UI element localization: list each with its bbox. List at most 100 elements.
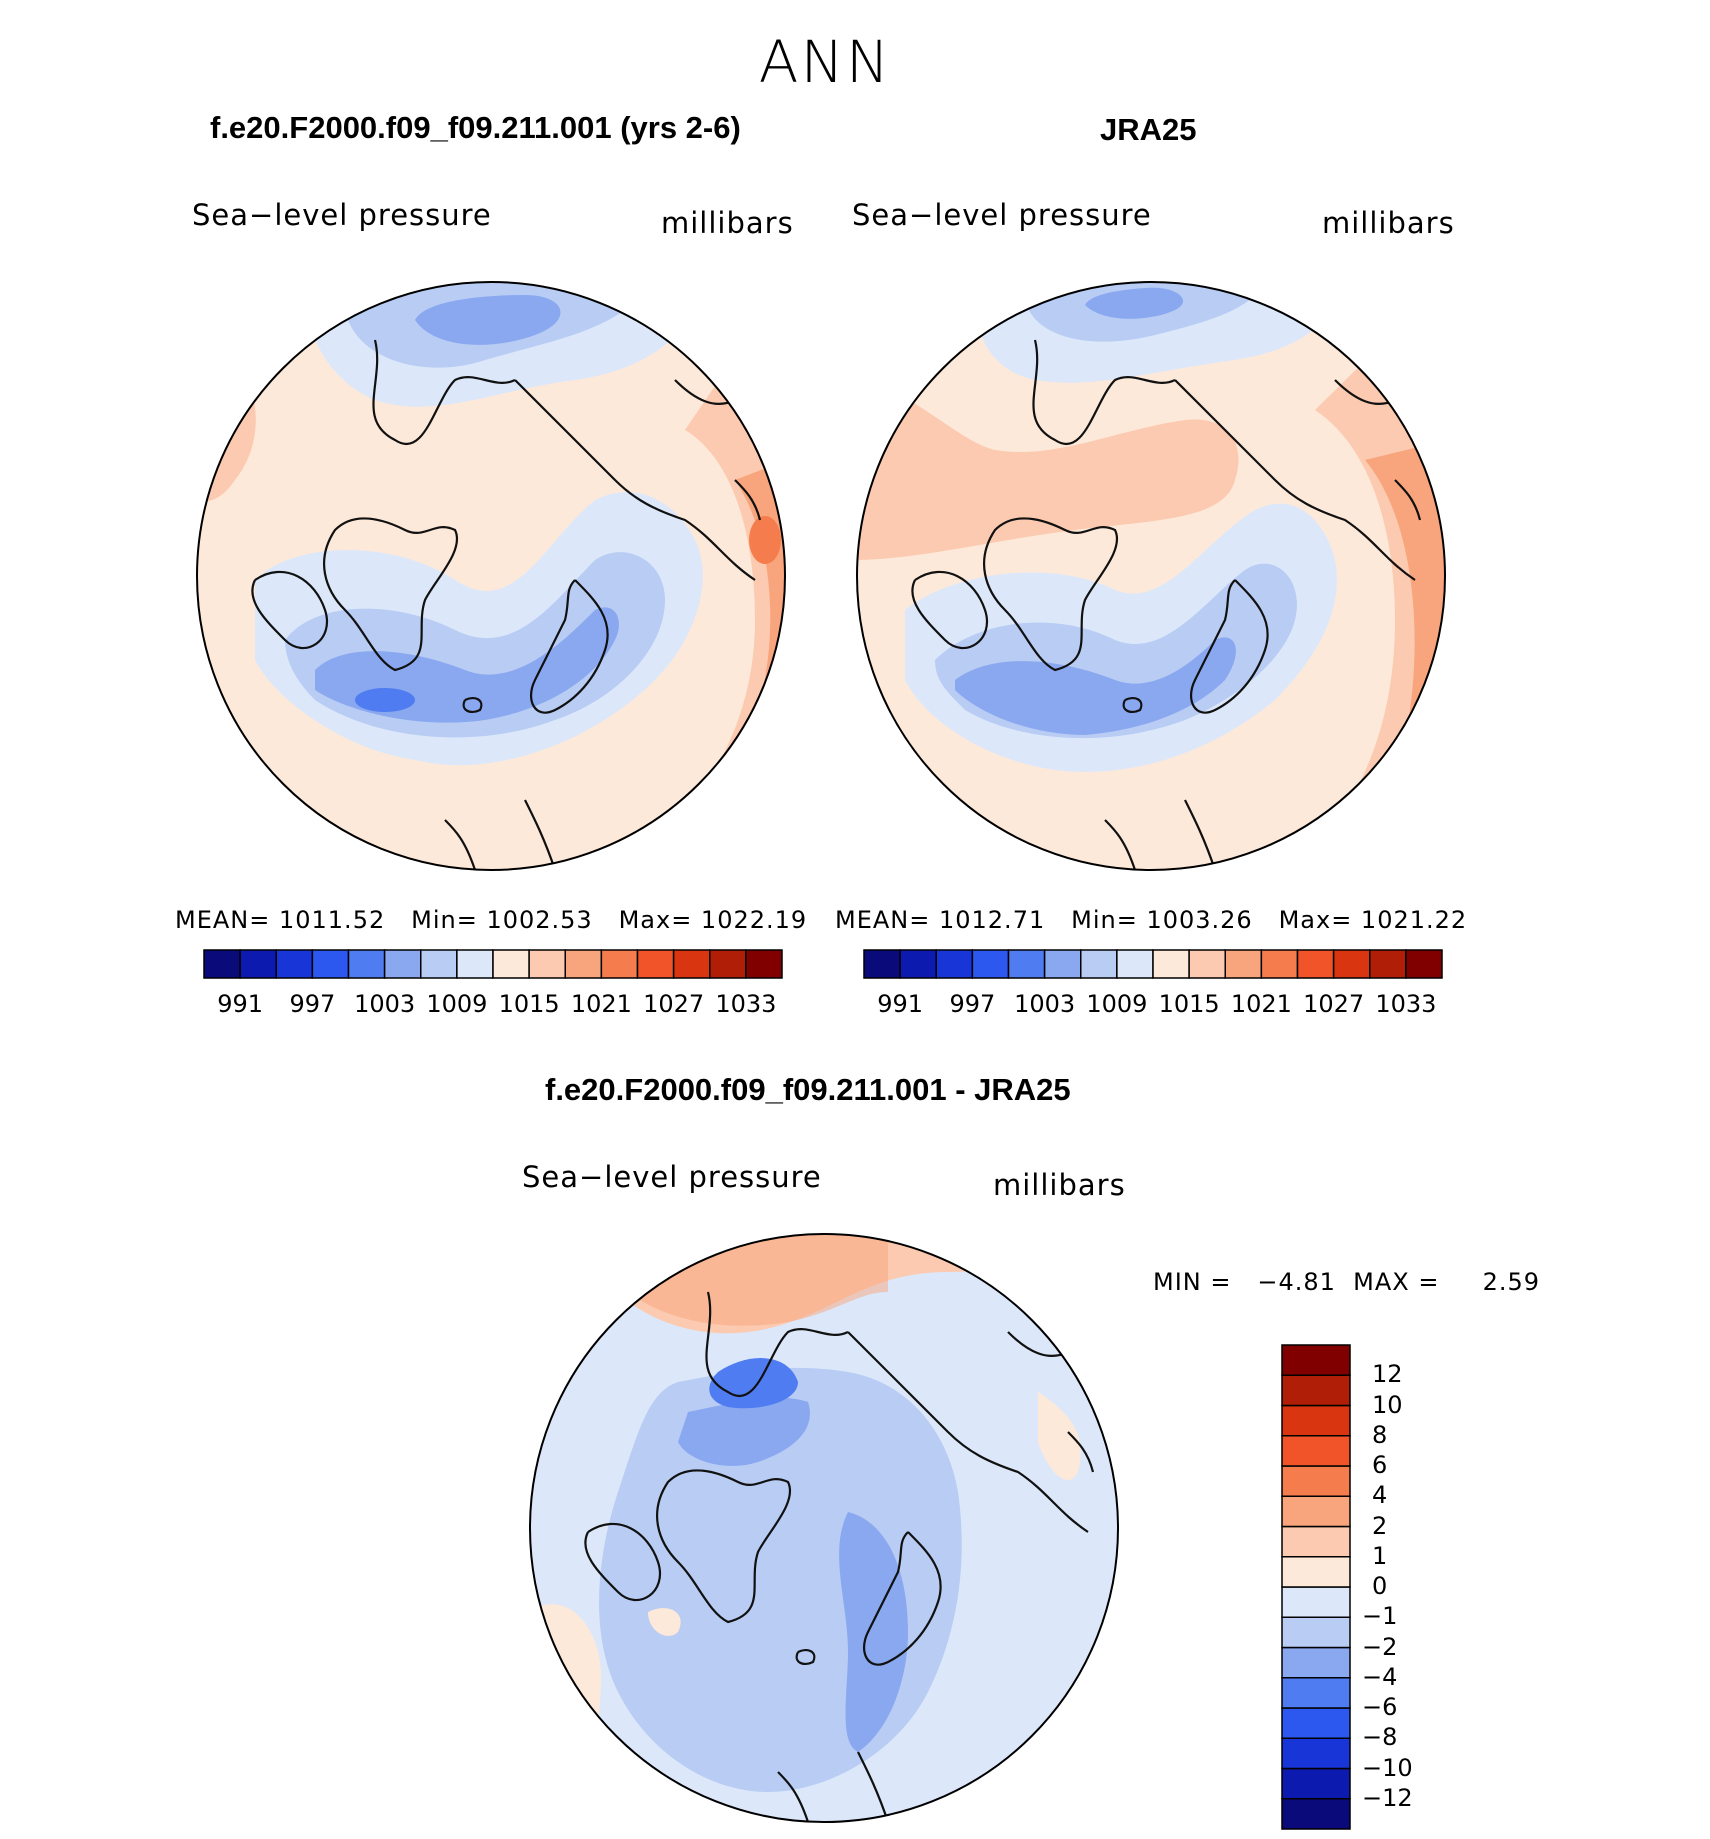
model-field-low-aleutian [415, 295, 561, 345]
colorbar-swatch [1281, 1646, 1351, 1679]
map-diff [529, 1233, 1119, 1823]
obs-field-low-aleutian [1085, 287, 1184, 319]
colorbar-swatch [1296, 949, 1335, 979]
colorbar-tick-label: 1 [1372, 1541, 1388, 1570]
obs-field-low-icelandic [955, 637, 1236, 735]
colorbar-swatch [672, 949, 711, 979]
colorbar-swatch [1043, 949, 1082, 979]
colorbar-obs-ticks: 991 997 1003 1009 1015 1021 1027 1033 [864, 990, 1442, 1020]
colorbar-swatch [1281, 1616, 1351, 1649]
colorbar-swatch [311, 949, 350, 979]
colorbar-swatch [971, 949, 1010, 979]
colorbar-swatch [1281, 1374, 1351, 1407]
colorbar-swatch [1281, 1677, 1351, 1709]
colorbar-swatch [1152, 949, 1190, 979]
colorbar-tick-label: 997 [289, 990, 336, 1018]
colorbar-swatch [1332, 949, 1371, 979]
panel-obs-units: millibars [1322, 206, 1455, 240]
colorbar-tick-label: −1 [1362, 1602, 1398, 1631]
colorbar-tick-label: 997 [949, 990, 996, 1018]
colorbar-tick-label: 1033 [715, 990, 777, 1018]
colorbar-swatch [1281, 1435, 1351, 1467]
colorbar-swatch [863, 949, 901, 979]
panel-model-variable: Sea−level pressure [192, 198, 492, 232]
colorbar-tick-label: −10 [1362, 1753, 1413, 1782]
diff-field-negative-beaufort [678, 1397, 810, 1466]
colorbar-tick-label: 1033 [1375, 990, 1437, 1018]
colorbar-swatch [1281, 1586, 1351, 1618]
diff-field-positive-east [1038, 1392, 1081, 1481]
colorbar-swatch [1281, 1737, 1351, 1770]
colorbar-swatch [600, 949, 639, 979]
panel-model-heading: f.e20.F2000.f09_f09.211.001 (yrs 2-6) [210, 110, 741, 145]
colorbar-swatch [564, 949, 603, 979]
colorbar-tick-label: 6 [1372, 1451, 1388, 1479]
colorbar-tick-label: 1009 [1086, 990, 1148, 1018]
panel-diff-stats: MIN = −4.81 MAX = 2.59 [1153, 1268, 1541, 1296]
colorbar-swatch [1224, 949, 1263, 979]
colorbar-model [203, 949, 783, 979]
colorbar-swatch [1281, 1707, 1351, 1739]
colorbar-swatch [1281, 1767, 1351, 1800]
colorbar-swatch [1281, 1495, 1351, 1528]
colorbar-swatch [709, 949, 747, 979]
map-model [196, 281, 786, 871]
colorbar-tick-label: −4 [1362, 1662, 1398, 1691]
diff-field-negative-scandinavia [839, 1512, 908, 1752]
colorbar-tick-label: 1027 [1303, 990, 1365, 1018]
colorbar-model-ticks: 991 997 1003 1009 1015 1021 1027 1033 [204, 990, 782, 1020]
model-coastlines [251, 339, 762, 870]
colorbar-swatch [1281, 1798, 1351, 1830]
colorbar-obs [863, 949, 1443, 979]
panel-obs-variable: Sea−level pressure [852, 198, 1152, 232]
colorbar-tick-label: 12 [1372, 1360, 1403, 1389]
colorbar-tick-label: 1021 [1230, 990, 1292, 1018]
panel-diff-variable: Sea−level pressure [522, 1160, 822, 1194]
obs-field-ne-atlantic [1085, 760, 1315, 834]
map-obs [856, 281, 1446, 871]
obs-field-high-arctic [857, 380, 1239, 560]
colorbar-swatch [1281, 1465, 1351, 1497]
diff-field-positive-greenland [648, 1608, 681, 1636]
colorbar-swatch [528, 949, 566, 979]
colorbar-swatch [636, 949, 675, 979]
colorbar-swatch [239, 949, 277, 979]
colorbar-diff-ticks: −12 −10 −8 −6 −4 −2 −1 0 1 2 4 6 8 10 12 [1362, 1345, 1462, 1829]
colorbar-tick-label: 1015 [498, 990, 560, 1018]
panel-obs-stats: MEAN= 1012.71 Min= 1003.26 Max= 1021.22 [835, 906, 1468, 934]
panel-model-units: millibars [661, 206, 794, 240]
colorbar-swatch [935, 949, 974, 979]
obs-map-boundary [856, 281, 1446, 871]
model-field-low-min [355, 688, 415, 712]
colorbar-swatch [456, 949, 494, 979]
panel-obs-heading: JRA25 [1100, 112, 1197, 147]
model-field-ne-atlantic [425, 760, 655, 834]
panel-diff-heading: f.e20.F2000.f09_f09.211.001 - JRA25 [545, 1072, 1071, 1107]
colorbar-tick-label: −12 [1362, 1783, 1413, 1812]
colorbar-tick-label: 991 [877, 990, 924, 1018]
colorbar-tick-label: 0 [1372, 1572, 1388, 1600]
colorbar-tick-label: −8 [1362, 1723, 1398, 1752]
colorbar-tick-label: 8 [1372, 1420, 1388, 1449]
colorbar-diff [1281, 1344, 1351, 1830]
colorbar-swatch [1007, 949, 1046, 979]
colorbar-swatch [1281, 1525, 1351, 1558]
colorbar-swatch [1405, 949, 1443, 979]
colorbar-tick-label: 1009 [426, 990, 488, 1018]
colorbar-tick-label: 1021 [570, 990, 632, 1018]
colorbar-swatch [1188, 949, 1226, 979]
colorbar-tick-label: 991 [217, 990, 264, 1018]
colorbar-tick-label: −6 [1362, 1693, 1398, 1721]
colorbar-tick-label: −2 [1362, 1632, 1398, 1661]
model-field-peak [749, 516, 781, 564]
colorbar-swatch [347, 949, 386, 979]
colorbar-tick-label: 1003 [1014, 990, 1076, 1018]
colorbar-swatch [203, 949, 241, 979]
colorbar-swatch [899, 949, 937, 979]
colorbar-tick-label: 1015 [1158, 990, 1220, 1018]
colorbar-swatch [1116, 949, 1154, 979]
colorbar-swatch [1260, 949, 1299, 979]
colorbar-swatch [1281, 1556, 1351, 1588]
colorbar-swatch [1080, 949, 1118, 979]
diff-coastlines [584, 1291, 1095, 1822]
